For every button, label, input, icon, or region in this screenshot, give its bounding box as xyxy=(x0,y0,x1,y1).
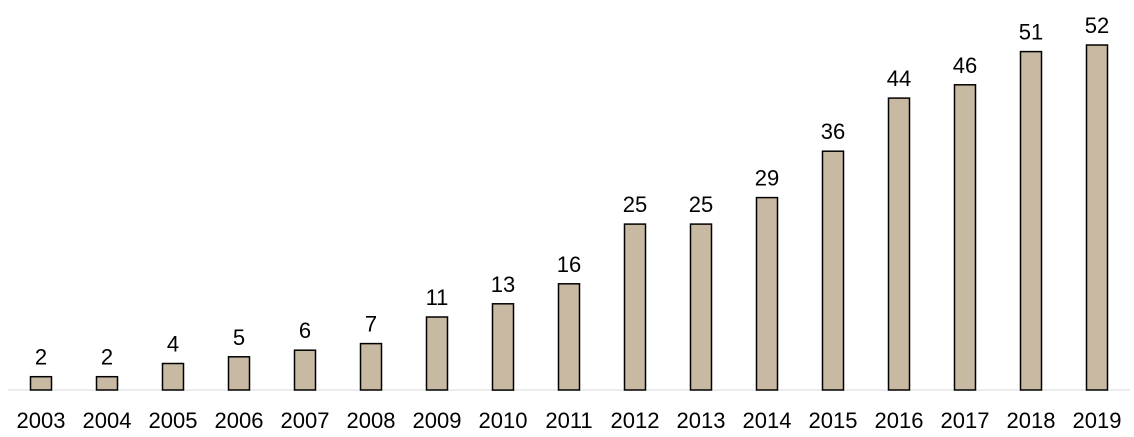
x-tick-label-2005: 2005 xyxy=(149,408,198,433)
data-label-2016: 44 xyxy=(887,66,911,91)
bar-2012 xyxy=(623,223,647,391)
data-label-2017: 46 xyxy=(953,53,977,78)
data-labels-group: 2 2 4 5 6 7 11 13 16 25 25 29 36 44 46 51 52 xyxy=(35,13,1109,370)
data-label-2019: 52 xyxy=(1085,13,1109,38)
x-tick-label-2010: 2010 xyxy=(479,408,528,433)
bar-2004 xyxy=(95,375,119,391)
data-label-2008: 7 xyxy=(365,312,377,337)
x-tick-label-2007: 2007 xyxy=(281,408,330,433)
bar-2008 xyxy=(359,342,383,391)
bar-2003 xyxy=(29,375,53,391)
x-tick-label-2019: 2019 xyxy=(1073,408,1122,433)
x-tick-label-2018: 2018 xyxy=(1007,408,1056,433)
x-tick-label-2013: 2013 xyxy=(677,408,726,433)
bar-2006 xyxy=(227,356,251,391)
x-tick-labels-group: 2003 2004 2005 2006 2007 2008 2009 2010 2011 2012… xyxy=(17,408,1122,433)
x-tick-label-2009: 2009 xyxy=(413,408,462,433)
data-label-2014: 29 xyxy=(755,166,779,191)
data-label-2018: 51 xyxy=(1019,20,1043,45)
bar-2009 xyxy=(425,316,449,391)
data-label-2015: 36 xyxy=(821,119,845,144)
bar-2005 xyxy=(161,362,185,391)
data-label-2004: 2 xyxy=(101,345,113,370)
x-tick-label-2008: 2008 xyxy=(347,408,396,433)
bars-group xyxy=(29,44,1109,391)
bar-2011 xyxy=(557,283,581,391)
bar-2018 xyxy=(1019,50,1043,391)
bar-2017 xyxy=(953,84,977,391)
bar-2016 xyxy=(887,97,911,391)
data-label-2009: 11 xyxy=(426,285,449,310)
bar-2007 xyxy=(293,349,317,391)
bar-2010 xyxy=(491,303,515,391)
data-label-2010: 13 xyxy=(491,272,515,297)
data-label-2007: 6 xyxy=(299,318,311,343)
data-label-2011: 16 xyxy=(557,252,581,277)
data-label-2013: 25 xyxy=(689,192,713,217)
bar-2015 xyxy=(821,150,845,391)
bar-2014 xyxy=(755,196,779,391)
bar-2019 xyxy=(1085,44,1109,391)
data-label-2012: 25 xyxy=(623,192,647,217)
x-tick-label-2004: 2004 xyxy=(83,408,132,433)
x-tick-label-2012: 2012 xyxy=(611,408,660,433)
data-label-2003: 2 xyxy=(35,345,47,370)
x-tick-label-2014: 2014 xyxy=(743,408,792,433)
bar-2013 xyxy=(689,223,713,391)
x-tick-label-2006: 2006 xyxy=(215,408,264,433)
x-tick-label-2011: 2011 xyxy=(545,408,592,433)
x-tick-label-2003: 2003 xyxy=(17,408,66,433)
x-tick-label-2015: 2015 xyxy=(809,408,858,433)
x-tick-label-2016: 2016 xyxy=(875,408,924,433)
data-label-2005: 4 xyxy=(167,332,179,357)
x-tick-label-2017: 2017 xyxy=(941,408,990,433)
data-label-2006: 5 xyxy=(233,325,245,350)
